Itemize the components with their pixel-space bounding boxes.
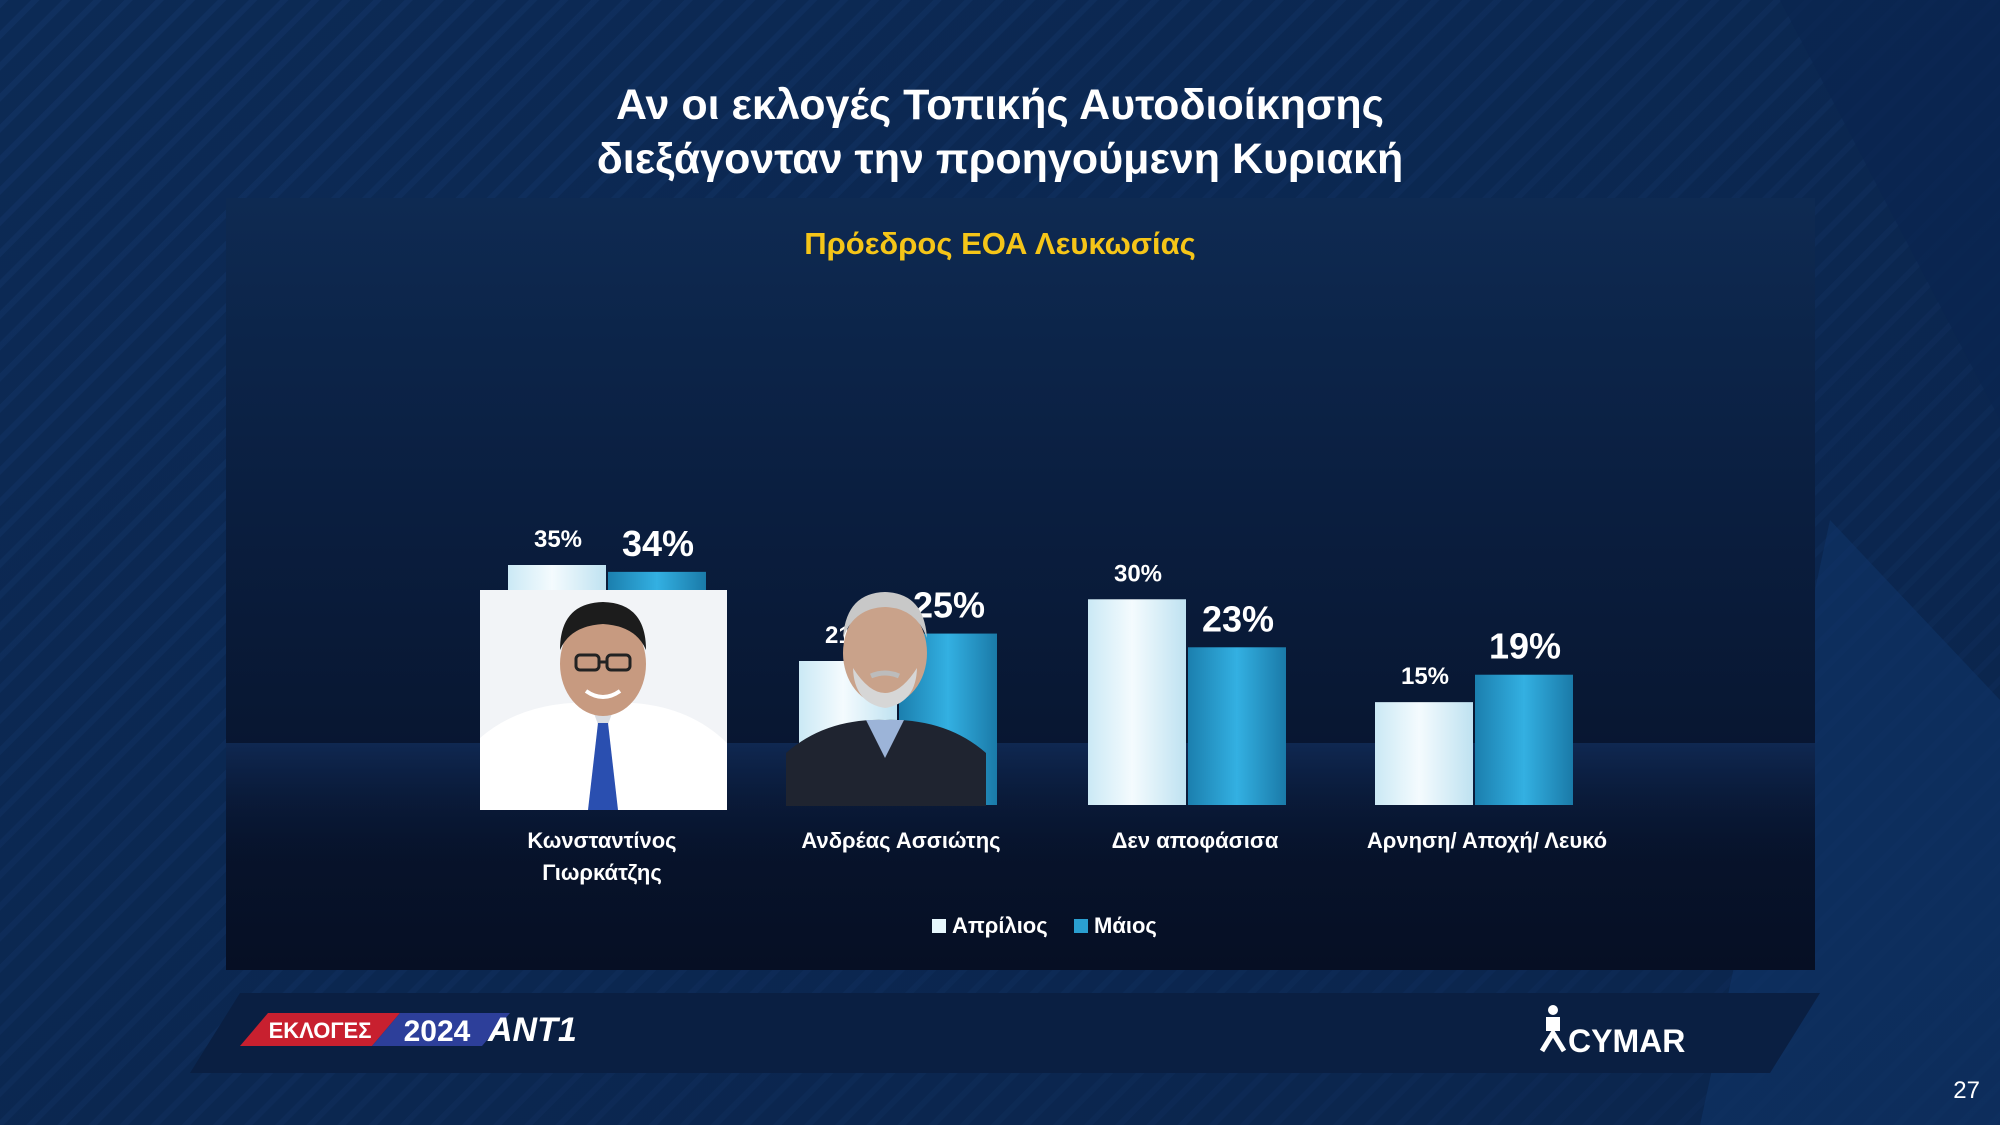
category-label-1-line-2: Γιωρκάτζης: [542, 860, 662, 885]
footer-band: ΕΚΛΟΓΕΣ 2024 ANT1 CYMAR: [190, 993, 1820, 1073]
page-title: Αν οι εκλογές Τοπικής Αυτοδιοίκησης διεξ…: [0, 78, 2000, 186]
data-label-may-2: 25%: [913, 585, 985, 626]
category-labels: Κωνσταντίνος Γιωρκάτζης Ανδρέας Ασσιώτης Δε…: [527, 828, 1607, 885]
footer-strip: [190, 993, 1820, 1073]
cymar-logo-mark-body: [1546, 1017, 1560, 1031]
bar-april-4: [1375, 702, 1473, 805]
portrait-candidate-2: [786, 592, 986, 806]
category-label-4: Αρνηση/ Αποχή/ Λευκό: [1367, 828, 1607, 853]
title-line-1: Αν οι εκλογές Τοπικής Αυτοδιοίκησης: [616, 81, 1384, 129]
ant1-logo-text: ANT1: [487, 1011, 577, 1049]
ant1-logo: ANT1: [487, 1011, 577, 1049]
legend-swatch-may: [1074, 919, 1088, 933]
portrait-candidate-1: [480, 590, 727, 810]
cymar-logo-mark-head: [1548, 1005, 1558, 1015]
legend-label-april: Απρίλιος: [952, 913, 1048, 938]
data-label-may-3: 23%: [1202, 598, 1274, 639]
category-label-2: Ανδρέας Ασσιώτης: [801, 828, 1000, 853]
bar-may-4: [1475, 674, 1573, 805]
portraits-group: [480, 590, 986, 810]
bar-chart: Πρόεδρος ΕΟΑ Λευκωσίας 35%34%21%25%30%23…: [226, 226, 1815, 938]
bar-may-3: [1188, 647, 1286, 805]
elections-badge-blue: [372, 1013, 510, 1046]
category-label-3: Δεν αποφάσισα: [1112, 828, 1279, 853]
data-label-april-1: 35%: [534, 526, 582, 553]
cymar-logo-text: CYMAR: [1568, 1023, 1685, 1059]
elections-label: ΕΚΛΟΓΕΣ: [269, 1018, 372, 1043]
legend: Απρίλιος Μάιος: [932, 913, 1157, 938]
title-line-2: διεξάγονταν την προηγούμενη Κυριακή: [596, 135, 1404, 183]
data-label-may-4: 19%: [1489, 626, 1561, 667]
data-label-may-1: 34%: [622, 523, 694, 564]
chart-title: Πρόεδρος ΕΟΑ Λευκωσίας: [804, 226, 1196, 261]
data-label-april-3: 30%: [1114, 560, 1162, 587]
elections-badge-red: [240, 1013, 400, 1046]
chart-panel: Πρόεδρος ΕΟΑ Λευκωσίας 35%34%21%25%30%23…: [226, 198, 1815, 970]
elections-2024-logo: ΕΚΛΟΓΕΣ 2024: [240, 1013, 510, 1048]
bar-april-3: [1088, 599, 1186, 805]
data-label-april-4: 15%: [1401, 663, 1449, 690]
legend-swatch-april: [932, 919, 946, 933]
category-label-1-line-1: Κωνσταντίνος: [527, 828, 676, 853]
page-number: 27: [1953, 1077, 1980, 1104]
legend-label-may: Μάιος: [1094, 913, 1157, 938]
cymar-logo-mark-legs: [1539, 1028, 1567, 1053]
elections-year: 2024: [404, 1015, 471, 1048]
cymar-logo: CYMAR: [1539, 1005, 1685, 1059]
